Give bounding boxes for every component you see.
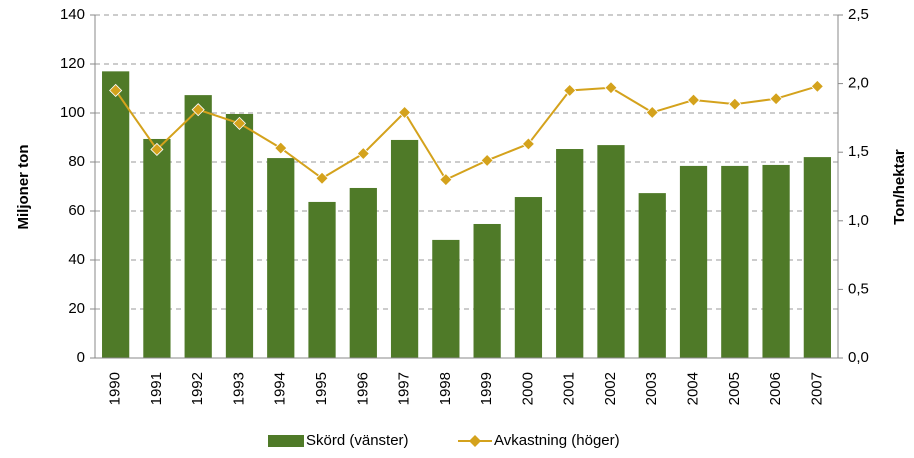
x-tick-label: 1998 — [437, 372, 454, 405]
marker — [686, 93, 701, 107]
marker — [604, 81, 618, 95]
marker — [274, 141, 288, 155]
marker — [439, 173, 453, 187]
y2-tick-label: 2,0 — [848, 75, 869, 92]
bar — [803, 157, 831, 358]
bar — [473, 223, 501, 358]
y-tick-label: 120 — [60, 55, 85, 72]
bar — [390, 139, 419, 358]
marker — [398, 105, 412, 119]
x-tick-label: 1996 — [354, 372, 371, 405]
bar — [184, 95, 212, 359]
bar — [556, 149, 584, 358]
x-tick-label: 2000 — [519, 372, 536, 405]
bar — [597, 145, 625, 358]
x-tick-label: 1999 — [478, 372, 495, 405]
bar — [102, 71, 130, 358]
x-tick-label: 1990 — [107, 372, 124, 405]
y-tick-label: 20 — [68, 300, 85, 317]
legend-label: Avkastning (höger) — [494, 432, 620, 449]
marker — [563, 83, 577, 98]
marker — [191, 103, 205, 117]
marker — [150, 142, 164, 157]
marker — [480, 153, 494, 167]
bar — [679, 165, 708, 358]
y2-tick-label: 1,0 — [848, 212, 869, 229]
y-tick-label: 80 — [68, 153, 85, 170]
y2-tick-label: 0,0 — [848, 349, 869, 366]
bar — [762, 164, 790, 358]
bar — [267, 158, 295, 358]
bar — [225, 113, 254, 358]
x-tick-label: 2003 — [643, 372, 660, 405]
bar — [638, 193, 666, 358]
x-tick-label: 2007 — [808, 372, 825, 405]
marker — [645, 105, 659, 119]
bar — [308, 201, 336, 358]
legend-swatch — [268, 435, 304, 447]
y2-axis-title: Ton/hektar — [891, 149, 908, 225]
bar — [143, 138, 171, 358]
bar — [721, 165, 749, 358]
bar — [514, 197, 543, 358]
x-tick-label: 1993 — [230, 372, 247, 405]
legend-label: Skörd (vänster) — [306, 432, 409, 449]
x-tick-label: 1991 — [148, 372, 165, 405]
y-tick-label: 0 — [77, 349, 85, 366]
marker — [356, 147, 370, 161]
x-tick-label: 2006 — [767, 372, 784, 405]
bar — [349, 187, 377, 358]
x-tick-label: 2004 — [684, 372, 701, 405]
legend-swatch — [469, 435, 481, 447]
bar — [432, 239, 460, 358]
x-tick-label: 1997 — [396, 372, 413, 405]
marker — [769, 92, 783, 106]
line — [114, 85, 818, 181]
y-tick-label: 100 — [60, 104, 85, 121]
marker — [315, 171, 329, 185]
x-tick-label: 1995 — [313, 372, 330, 405]
x-tick-label: 2002 — [602, 372, 619, 405]
y-axis-title: Miljoner ton — [15, 145, 32, 230]
y-tick-label: 60 — [68, 202, 85, 219]
marker — [232, 116, 247, 130]
marker — [109, 83, 123, 98]
y2-tick-label: 1,5 — [848, 143, 869, 160]
y-tick-label: 140 — [60, 6, 85, 23]
x-tick-label: 1994 — [272, 372, 289, 405]
x-tick-label: 2005 — [726, 372, 743, 405]
x-tick-label: 2001 — [561, 372, 578, 405]
marker — [728, 97, 742, 111]
x-tick-label: 1992 — [189, 372, 206, 405]
y-tick-label: 40 — [68, 251, 85, 268]
y2-tick-label: 0,5 — [848, 280, 869, 297]
marker — [810, 79, 824, 93]
y2-tick-label: 2,5 — [848, 6, 869, 23]
marker — [521, 137, 535, 151]
